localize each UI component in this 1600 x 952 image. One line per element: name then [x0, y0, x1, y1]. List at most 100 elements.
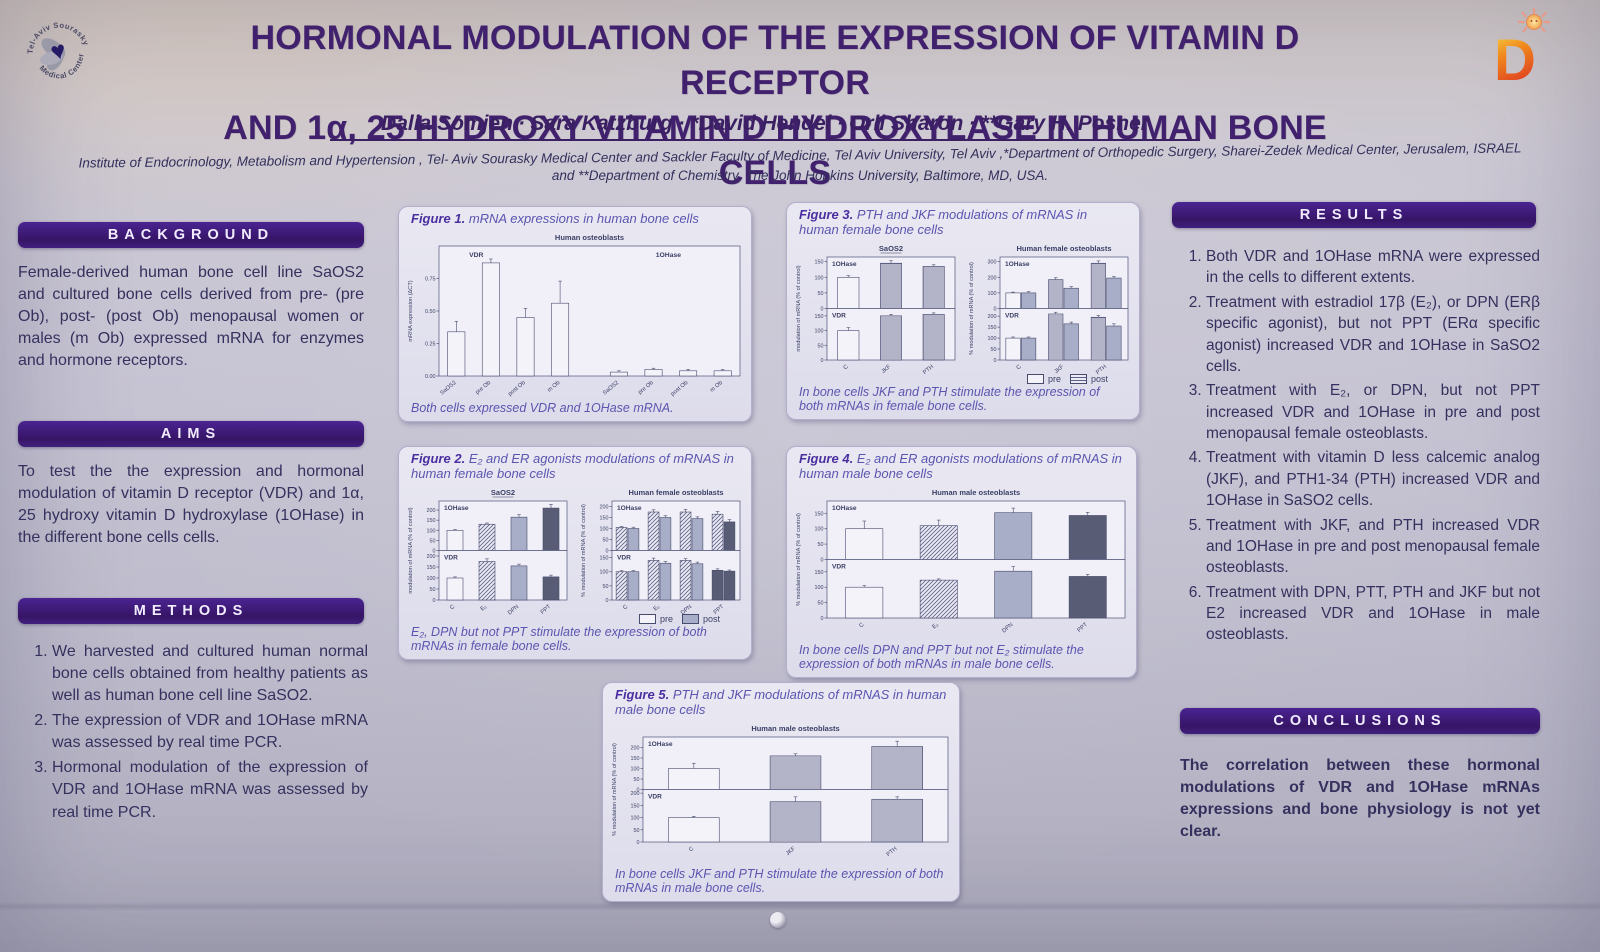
svg-text:SaOS2: SaOS2 — [491, 488, 515, 497]
svg-text:150: 150 — [815, 314, 824, 320]
svg-text:200: 200 — [988, 314, 997, 320]
svg-text:0.75: 0.75 — [425, 276, 436, 282]
figure-4-panel: Figure 4. E₂ and ER agonists modulations… — [786, 446, 1137, 678]
svg-text:DPN: DPN — [1001, 622, 1014, 634]
svg-text:Human male osteoblasts: Human male osteoblasts — [932, 488, 1020, 497]
results-list: Both VDR and 1OHase mRNA were expressed … — [1172, 246, 1540, 649]
svg-text:JKF: JKF — [1054, 364, 1066, 376]
svg-text:SaOS2: SaOS2 — [439, 380, 457, 397]
svg-text:DPN: DPN — [507, 604, 520, 616]
figure-5-chart: Human male osteoblasts % modulation of mR… — [603, 719, 959, 866]
svg-text:C: C — [449, 604, 456, 611]
svg-text:200: 200 — [427, 508, 436, 514]
svg-text:Human female osteoblasts: Human female osteoblasts — [1016, 244, 1111, 253]
svg-text:0.25: 0.25 — [425, 341, 436, 347]
svg-text:150: 150 — [631, 756, 640, 762]
svg-text:m Ob: m Ob — [547, 380, 562, 394]
svg-text:1OHase: 1OHase — [832, 505, 857, 512]
svg-text:0: 0 — [821, 306, 824, 312]
figure-3-desc: PTH and JKF modulations of mRNAS in huma… — [799, 207, 1088, 237]
background-body: Female-derived human bone cell line SaOS… — [18, 264, 364, 370]
svg-text:150: 150 — [600, 515, 609, 521]
crescent-mark — [770, 912, 786, 928]
svg-text:E₂: E₂ — [480, 604, 489, 613]
svg-text:150: 150 — [815, 260, 824, 266]
svg-text:150: 150 — [427, 518, 436, 524]
vitamin-d-letter: D — [1494, 28, 1536, 90]
svg-text:VDR: VDR — [832, 312, 846, 319]
results-item: Both VDR and 1OHase mRNA were expressed … — [1206, 246, 1540, 289]
svg-text:C: C — [622, 604, 629, 611]
results-item: Treatment with JKF, and PTH increased VD… — [1206, 515, 1540, 579]
svg-text:150: 150 — [427, 565, 436, 571]
figure-2-panel: Figure 2. E₂ and ER agonists modulations… — [398, 446, 752, 660]
legend-swatch — [681, 614, 699, 624]
svg-text:0.00: 0.00 — [425, 374, 436, 380]
photo-fold-shadow — [0, 902, 1600, 911]
svg-text:150: 150 — [631, 803, 640, 809]
svg-text:300: 300 — [988, 260, 997, 266]
figure-4-chart: Human male osteoblasts % modulation of mR… — [787, 483, 1136, 642]
svg-text:50: 50 — [991, 347, 997, 353]
svg-text:1OHase: 1OHase — [648, 741, 673, 748]
methods-item: The expression of VDR and 1OHase mRNA wa… — [52, 710, 368, 754]
svg-text:150: 150 — [815, 511, 824, 517]
figure-4-desc: E₂ and ER agonists modulations of mRNAS … — [799, 451, 1122, 481]
figure-5-header: Figure 5. PTH and JKF modulations of mRN… — [603, 683, 959, 719]
methods-list: We harvested and cultured human normal b… — [18, 641, 368, 827]
svg-text:Human male osteoblasts: Human male osteoblasts — [751, 724, 839, 733]
results-item: Treatment with E₂, or DPN, but not PPT i… — [1206, 380, 1540, 444]
svg-text:100: 100 — [600, 570, 609, 576]
svg-text:50: 50 — [603, 584, 609, 590]
figure-1-panel: Figure 1. mRNA expressions in human bone… — [398, 206, 752, 422]
svg-text:JKF: JKF — [881, 364, 893, 376]
aims-body: To test the the expression and hormonal … — [18, 463, 364, 547]
svg-text:100: 100 — [815, 585, 824, 591]
figure-4-label: Figure 4. — [799, 451, 854, 466]
svg-text:Human female osteoblasts: Human female osteoblasts — [628, 488, 723, 497]
svg-text:0: 0 — [821, 557, 824, 563]
svg-text:50: 50 — [634, 828, 640, 834]
svg-text:mRNA expression (ΔCT): mRNA expression (ΔCT) — [408, 280, 414, 341]
figure-4-caption: In bone cells DPN and PPT but not E₂ sti… — [799, 643, 1084, 671]
svg-text:VDR: VDR — [648, 793, 662, 800]
svg-text:VDR: VDR — [444, 554, 458, 561]
svg-text:JKF: JKF — [785, 846, 797, 858]
svg-text:0.50: 0.50 — [425, 309, 436, 315]
section-header-background: BACKGROUND — [18, 222, 364, 248]
svg-text:% modulation of mRNA (% of con: % modulation of mRNA (% of control) — [796, 513, 802, 606]
section-header-methods: METHODS — [18, 598, 364, 624]
svg-text:modulation of mRNA (% of contr: modulation of mRNA (% of control) — [796, 265, 802, 351]
svg-text:100: 100 — [815, 328, 824, 334]
legend-label: post — [702, 614, 720, 624]
svg-text:1OHase: 1OHase — [617, 505, 642, 512]
section-header-results: RESULTS — [1172, 202, 1536, 228]
heart-icon: ♥ — [48, 36, 69, 67]
sun-icon — [1518, 8, 1550, 33]
svg-text:100: 100 — [427, 576, 436, 582]
legend-label: pre — [659, 614, 673, 624]
results-item: Treatment with DPN, PTT, PTH and JKF but… — [1206, 582, 1540, 646]
legend-swatch — [1026, 374, 1044, 384]
figure-5-desc: PTH and JKF modulations of mRNAS in huma… — [615, 687, 947, 717]
svg-text:post Ob: post Ob — [507, 380, 526, 398]
svg-text:200: 200 — [988, 275, 997, 281]
svg-text:PTH: PTH — [922, 364, 935, 376]
svg-text:post Ob: post Ob — [670, 380, 689, 398]
svg-text:VDR: VDR — [469, 252, 483, 259]
figure-1-chart: Human osteoblasts mRNA expression (ΔCT) 0.… — [399, 228, 751, 400]
svg-text:C: C — [858, 622, 865, 629]
svg-text:150: 150 — [600, 555, 609, 561]
svg-text:50: 50 — [430, 538, 436, 544]
figure-3-header: Figure 3. PTH and JKF modulations of mRN… — [787, 203, 1139, 239]
tel-aviv-sourasky-logo: Tel-Aviv Sourasky Medical Center ♥ — [12, 4, 104, 96]
poster-title: HORMONAL MODULATION OF THE EXPRESSION OF… — [170, 16, 1380, 196]
svg-text:200: 200 — [427, 554, 436, 560]
svg-text:0: 0 — [637, 840, 640, 846]
svg-text:PPT: PPT — [540, 604, 553, 616]
svg-text:1OHase: 1OHase — [1005, 261, 1030, 268]
svg-text:0: 0 — [606, 598, 609, 604]
figure-1-caption: Both cells expressed VDR and 1OHase mRNA… — [411, 401, 674, 415]
figure-2-label: Figure 2. — [411, 451, 466, 466]
svg-text:100: 100 — [631, 815, 640, 821]
